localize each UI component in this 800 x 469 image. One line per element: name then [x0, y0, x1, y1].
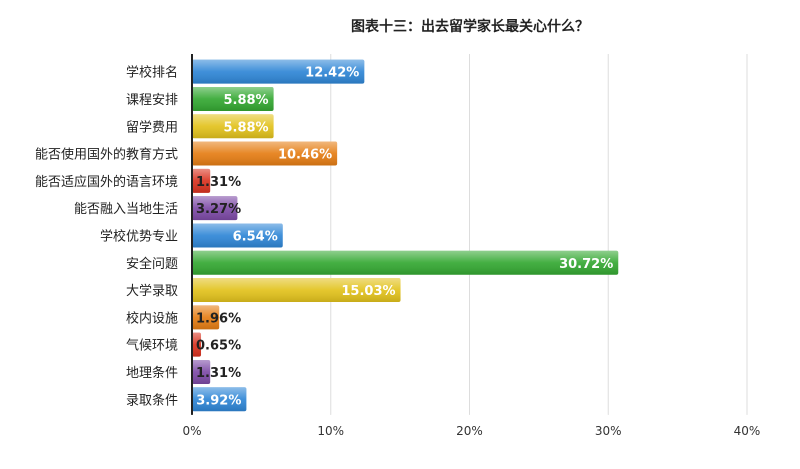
value-label: 10.46% [278, 148, 332, 163]
value-label: 0.65% [196, 339, 241, 354]
x-tick-label: 30% [595, 424, 622, 438]
category-label: 大学录取 [126, 283, 178, 299]
value-label: 3.27% [196, 202, 241, 217]
category-label: 校内设施 [126, 310, 178, 326]
bar-highlight [192, 359, 211, 384]
bar-highlight [192, 305, 220, 330]
category-label: 能否适应国外的语言环境 [35, 174, 178, 190]
value-label: 30.72% [559, 257, 613, 272]
category-label: 安全问题 [126, 256, 178, 272]
x-tick-label: 0% [182, 424, 201, 438]
bar-highlight [192, 86, 274, 111]
category-label: 学校优势专业 [100, 228, 178, 244]
value-label: 1.96% [196, 311, 241, 326]
bar-highlight [192, 278, 401, 303]
bar-highlight [192, 223, 283, 248]
x-tick-label: 10% [317, 424, 344, 438]
bar-highlight [192, 168, 211, 193]
category-label: 课程安排 [126, 93, 178, 108]
category-label: 能否融入当地生活 [74, 202, 178, 217]
bar-highlight [192, 196, 238, 221]
category-label: 能否使用国外的教育方式 [35, 147, 178, 163]
category-label: 留学费用 [126, 119, 178, 135]
labels: 0% 10% 20% 30% 40% 学校排名 12.42% 课程安排 5.88% 留学费用 5.8… [35, 65, 760, 438]
bar-highlight [192, 114, 274, 139]
bar-highlight [192, 250, 619, 275]
value-label: 5.88% [223, 120, 268, 135]
bars [192, 59, 619, 412]
bar-highlight [192, 141, 338, 166]
value-label: 1.31% [196, 366, 241, 381]
bar-highlight [192, 387, 247, 412]
bar-highlight [192, 59, 365, 84]
bar-highlight [192, 332, 202, 357]
category-label: 气候环境 [126, 338, 178, 354]
category-label: 录取条件 [126, 392, 178, 408]
value-label: 6.54% [233, 229, 278, 244]
value-label: 12.42% [305, 66, 359, 81]
x-tick-label: 20% [456, 424, 483, 438]
value-label: 15.03% [341, 284, 395, 299]
value-label: 3.92% [196, 393, 241, 408]
chart-title: 图表十三：出去留学家长最关心什么？ [351, 19, 589, 35]
category-label: 地理条件 [126, 365, 178, 381]
grid-lines [330, 54, 748, 415]
x-tick-label: 40% [734, 424, 761, 438]
value-label: 1.31% [196, 175, 241, 190]
category-label: 学校排名 [126, 65, 178, 81]
value-label: 5.88% [223, 93, 268, 108]
